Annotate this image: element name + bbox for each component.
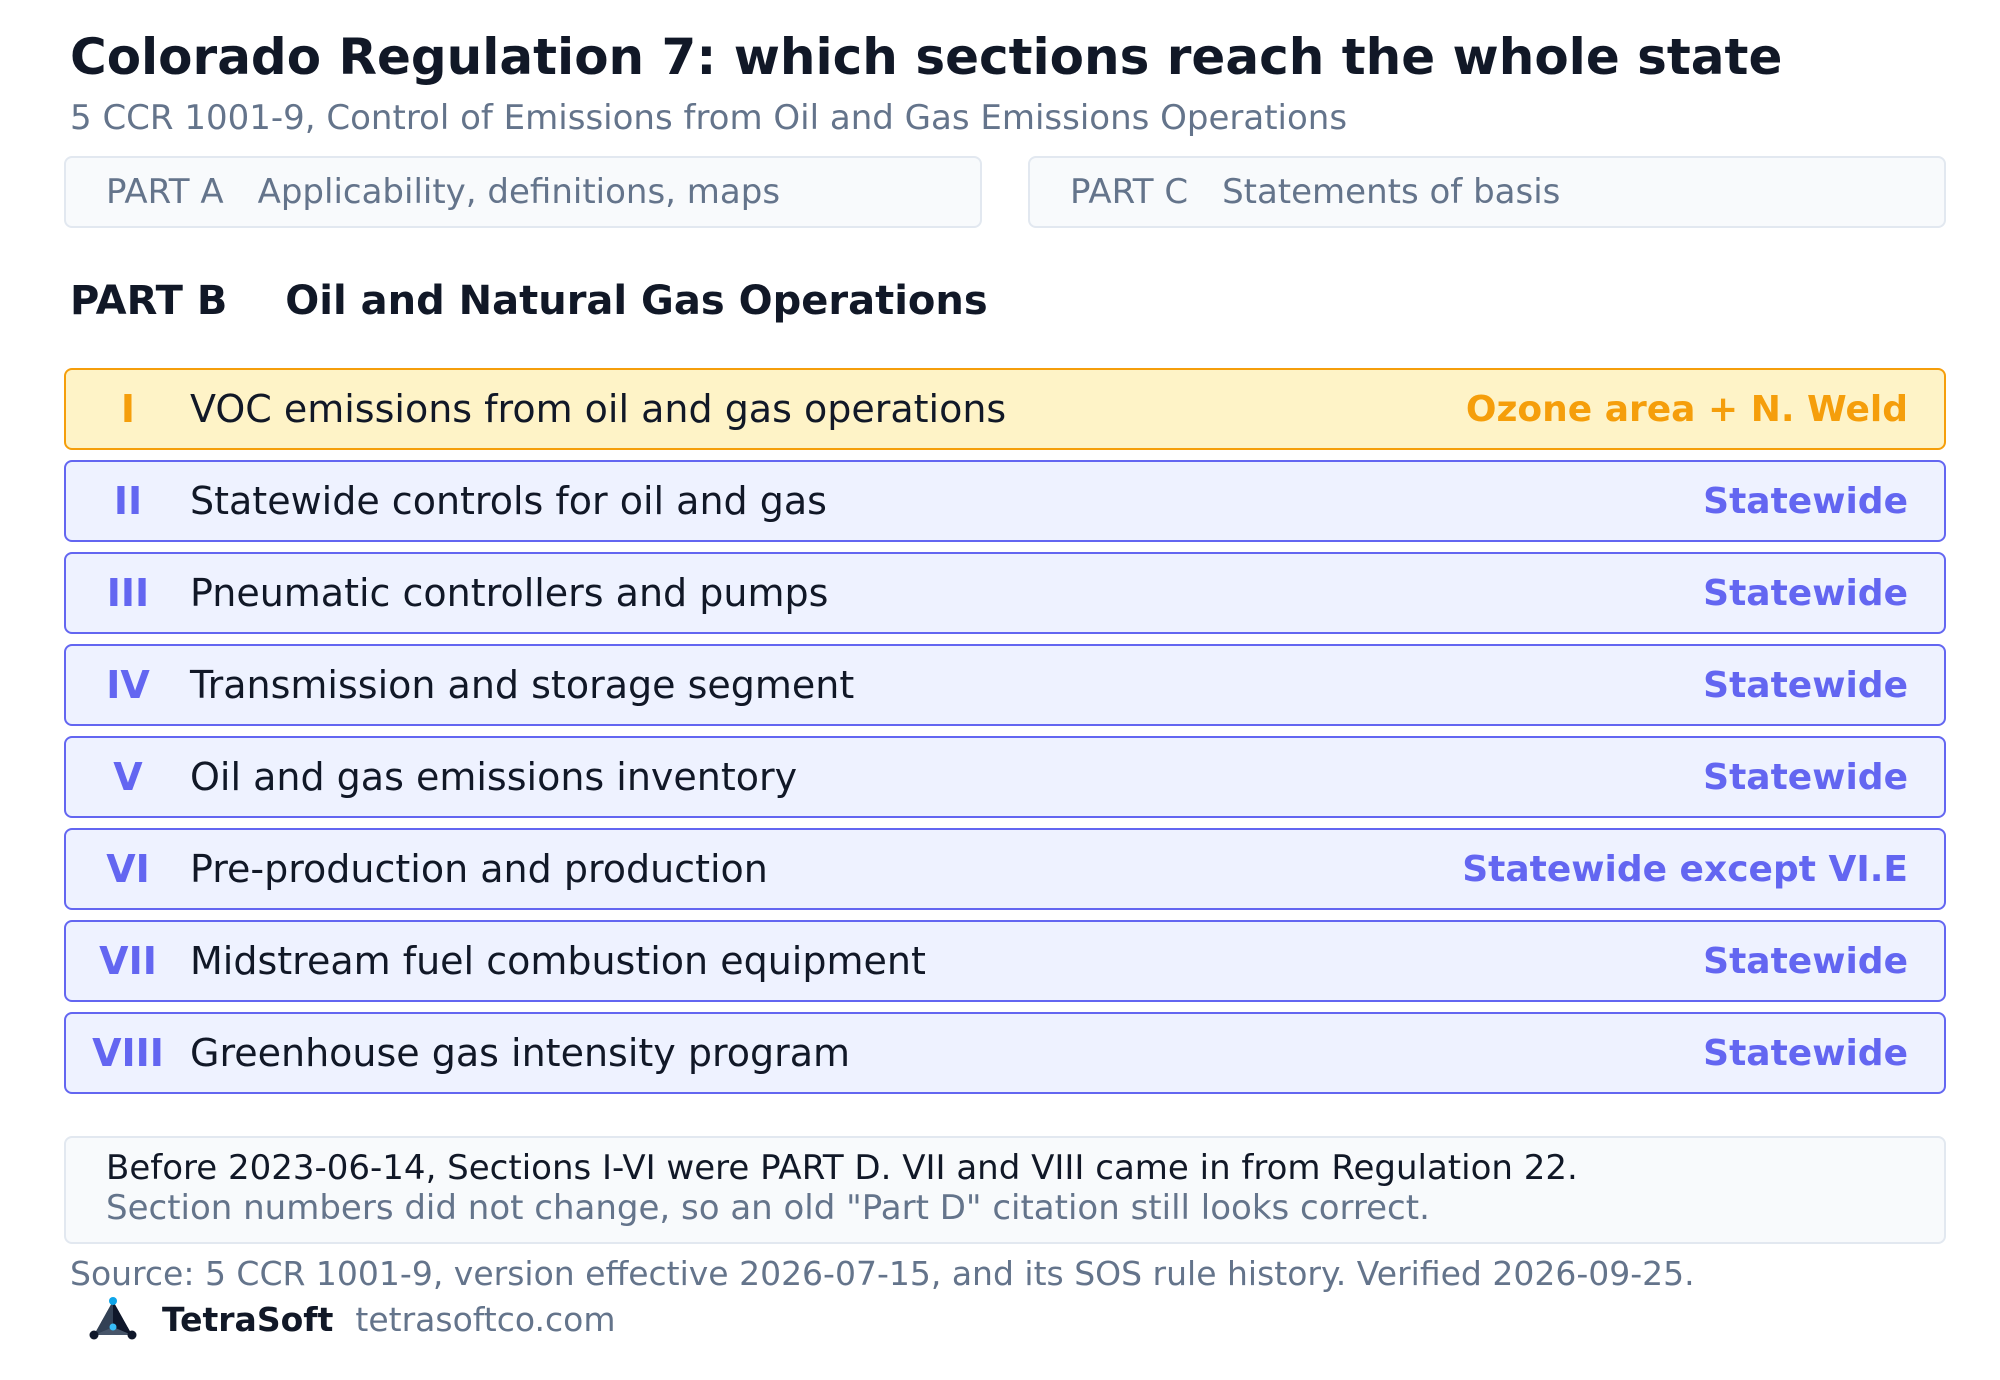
history-note: Before 2023-06-14, Sections I-VI were PA…	[64, 1136, 1946, 1244]
page-subtitle: 5 CCR 1001-9, Control of Emissions from …	[70, 98, 1348, 138]
section-scope: Statewide	[1703, 572, 1908, 614]
section-title: Pneumatic controllers and pumps	[190, 571, 829, 615]
part-c-box: PART C Statements of basis	[1028, 156, 1946, 228]
brand-footer: TetraSoft tetrasoftco.com	[88, 1294, 615, 1344]
part-a-box: PART A Applicability, definitions, maps	[64, 156, 982, 228]
section-scope: Statewide	[1703, 480, 1908, 522]
section-title: Statewide controls for oil and gas	[190, 479, 827, 523]
section-numeral: IV	[106, 663, 150, 707]
section-row-viii: VIII Greenhouse gas intensity program St…	[64, 1012, 1946, 1094]
section-row-ii: II Statewide controls for oil and gas St…	[64, 460, 1946, 542]
part-b-code: PART B	[70, 278, 228, 324]
brand-url: tetrasoftco.com	[355, 1299, 616, 1339]
section-title: VOC emissions from oil and gas operation…	[190, 387, 1007, 431]
section-numeral: VII	[99, 939, 157, 983]
section-title: Midstream fuel combustion equipment	[190, 939, 926, 983]
section-scope: Statewide	[1703, 664, 1908, 706]
section-scope: Statewide	[1703, 756, 1908, 798]
section-numeral: III	[106, 571, 150, 615]
section-row-i: I VOC emissions from oil and gas operati…	[64, 368, 1946, 450]
part-b-heading: PART B Oil and Natural Gas Operations	[70, 278, 988, 324]
section-scope: Statewide	[1703, 940, 1908, 982]
section-title: Pre-production and production	[190, 847, 768, 891]
section-row-v: V Oil and gas emissions inventory Statew…	[64, 736, 1946, 818]
section-list: I VOC emissions from oil and gas operati…	[64, 368, 1946, 1104]
section-numeral: I	[120, 387, 136, 431]
section-row-vii: VII Midstream fuel combustion equipment …	[64, 920, 1946, 1002]
section-numeral: II	[113, 479, 143, 523]
section-row-iv: IV Transmission and storage segment Stat…	[64, 644, 1946, 726]
section-row-vi: VI Pre-production and production Statewi…	[64, 828, 1946, 910]
section-title: Greenhouse gas intensity program	[190, 1031, 851, 1075]
section-row-iii: III Pneumatic controllers and pumps Stat…	[64, 552, 1946, 634]
note-line-1: Before 2023-06-14, Sections I-VI were PA…	[106, 1148, 1578, 1188]
brand-name: TetraSoft	[162, 1299, 334, 1339]
section-scope: Statewide except VI.E	[1462, 848, 1908, 890]
section-numeral: VIII	[92, 1031, 164, 1075]
part-a-code: PART A	[106, 172, 224, 212]
source-citation: Source: 5 CCR 1001-9, version effective …	[70, 1254, 1695, 1293]
section-title: Transmission and storage segment	[190, 663, 855, 707]
part-a-label: Applicability, definitions, maps	[257, 172, 781, 212]
part-c-label: Statements of basis	[1222, 172, 1561, 212]
section-scope: Ozone area + N. Weld	[1465, 388, 1908, 430]
section-numeral: VI	[106, 847, 150, 891]
note-line-2: Section numbers did not change, so an ol…	[106, 1188, 1430, 1228]
page-title: Colorado Regulation 7: which sections re…	[70, 28, 1783, 86]
part-b-label: Oil and Natural Gas Operations	[285, 278, 988, 324]
section-title: Oil and gas emissions inventory	[190, 755, 798, 799]
section-numeral: V	[113, 755, 143, 799]
section-scope: Statewide	[1703, 1032, 1908, 1074]
tetrahedron-logo-icon	[89, 1297, 137, 1340]
part-c-code: PART C	[1070, 172, 1189, 212]
